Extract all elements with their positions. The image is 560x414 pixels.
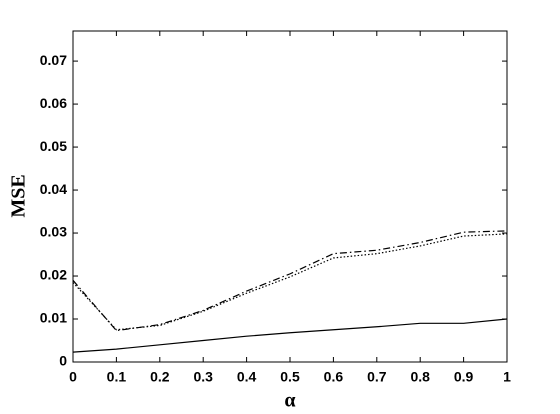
x-axis-title: α — [284, 390, 295, 412]
x-tick-label: 0.4 — [237, 369, 257, 385]
y-tick-label: 0.02 — [40, 267, 67, 283]
y-tick-label: 0.03 — [40, 224, 67, 240]
x-tick-label: 0.6 — [324, 369, 344, 385]
x-tick-label: 0.1 — [107, 369, 127, 385]
y-tick-label: 0 — [59, 353, 67, 369]
data-line — [72, 233, 508, 331]
y-tick-label: 0.04 — [40, 181, 67, 197]
data-line — [72, 230, 508, 332]
data-line — [72, 318, 508, 353]
x-tick-label: 0.7 — [367, 369, 387, 385]
x-tick-label: 0.5 — [280, 369, 300, 385]
y-tick-label: 0.06 — [40, 95, 67, 111]
x-tick-label: 0.9 — [454, 369, 474, 385]
y-axis-title: MSE — [8, 174, 30, 217]
x-tick-label: 0.8 — [410, 369, 430, 385]
x-tick-label: 0 — [69, 369, 77, 385]
y-tick-label: 0.01 — [40, 310, 67, 326]
x-tick-label: 1 — [503, 369, 511, 385]
x-tick-label: 0.2 — [150, 369, 170, 385]
y-tick-label: 0.07 — [40, 52, 67, 68]
x-tick-label: 0.3 — [193, 369, 213, 385]
y-tick-label: 0.05 — [40, 138, 67, 154]
